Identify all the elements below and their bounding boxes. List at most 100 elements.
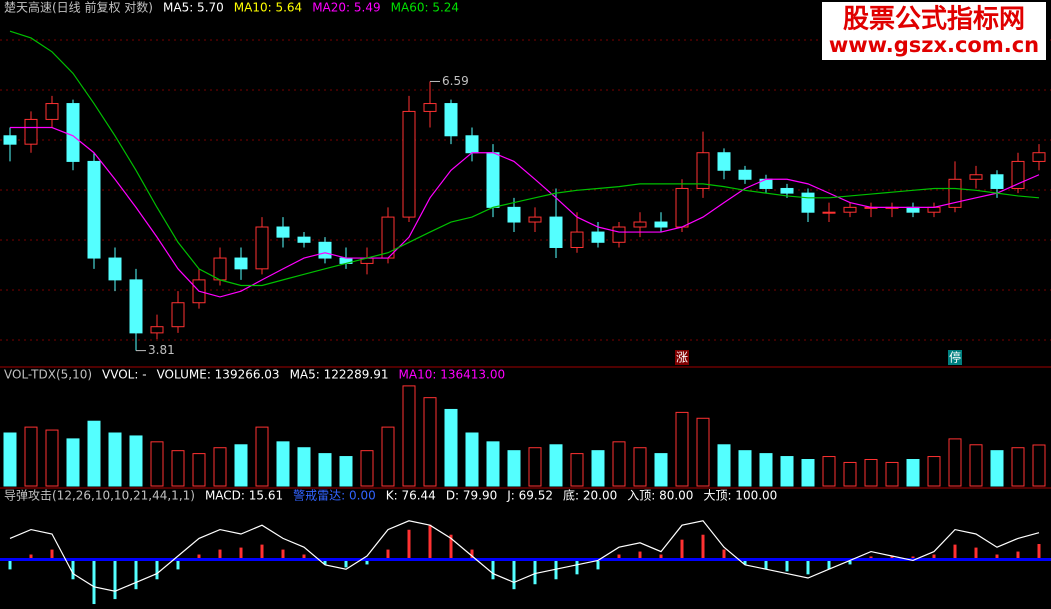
volume-bar <box>822 456 836 487</box>
panel-title: VOL-TDX(5,10) <box>4 368 92 382</box>
candle-body <box>297 236 311 243</box>
volume-bar <box>171 450 185 487</box>
candle-body <box>444 103 458 137</box>
volume-bar <box>528 447 542 487</box>
candle-body <box>549 216 563 248</box>
candle-body <box>801 192 815 213</box>
candle-body <box>675 187 689 228</box>
volume-bar <box>318 453 332 487</box>
volume-bar <box>66 438 80 487</box>
candle-body <box>66 103 80 162</box>
macd-bar <box>449 534 453 560</box>
candle-body <box>1032 152 1046 162</box>
candle-body <box>24 118 38 145</box>
candle-body <box>255 226 269 270</box>
candle-body <box>927 206 941 213</box>
legend-item: D: 79.90 <box>446 489 497 503</box>
candle-body <box>318 241 332 259</box>
candle-body <box>234 257 248 270</box>
macd-bar <box>386 549 390 560</box>
ma-line <box>9 520 1040 592</box>
volume-bar <box>885 461 899 487</box>
volume-bar <box>948 438 962 487</box>
candle-body <box>822 211 836 214</box>
volume-bar <box>255 426 269 487</box>
candle-body <box>1011 160 1025 189</box>
volume-bar <box>549 444 563 487</box>
macd-bar <box>743 559 747 565</box>
macd-bar <box>596 559 600 570</box>
volume-bar <box>297 447 311 487</box>
macd-bar <box>134 559 138 590</box>
marker: 涨 <box>676 350 688 365</box>
macd-bar <box>428 524 432 560</box>
candle-body <box>171 302 185 328</box>
volume-bar <box>864 459 878 487</box>
volume-bar <box>507 450 521 487</box>
volume-bar <box>381 426 395 487</box>
volume-bar <box>192 453 206 487</box>
volume-bar <box>465 432 479 487</box>
candle-body <box>402 110 416 218</box>
legend-item: MA20: 5.49 <box>312 1 380 15</box>
panel-frames <box>0 366 1051 489</box>
candle-body <box>276 226 290 238</box>
macd-bar <box>848 559 852 565</box>
volume-bar <box>675 411 689 487</box>
volume-bar <box>654 453 668 487</box>
macd-bar <box>323 559 327 565</box>
macd-bar <box>50 549 54 560</box>
volume-bar <box>612 441 626 487</box>
macd-bar <box>953 544 957 560</box>
marker-box <box>675 350 689 365</box>
legend-item: 入顶: 80.00 <box>627 489 693 503</box>
legend-item: K: 76.44 <box>386 489 436 503</box>
candle-body <box>696 152 710 189</box>
candle-body <box>87 160 101 259</box>
volume-bar <box>990 450 1004 487</box>
annotation: 6.59 <box>442 74 469 88</box>
legend-item: J: 69.52 <box>506 489 553 503</box>
macd-bar <box>491 559 495 580</box>
macd-bar <box>302 554 306 560</box>
marker: 停 <box>949 350 961 365</box>
candle-body <box>738 169 752 180</box>
volume-bar <box>339 456 353 487</box>
candle-body <box>108 257 122 281</box>
macd-bar <box>533 559 537 585</box>
watermark-box <box>822 2 1046 60</box>
volume-bar <box>213 447 227 487</box>
volume-bar <box>801 459 815 487</box>
candle-body <box>486 152 500 208</box>
volume-bar <box>696 417 710 487</box>
macd-bar <box>197 554 201 560</box>
volume-bar <box>87 420 101 487</box>
volume-bar <box>129 435 143 487</box>
macd-bar <box>176 559 180 570</box>
ma-line <box>9 30 1040 287</box>
macd-bar <box>218 549 222 560</box>
volume-bar <box>738 450 752 487</box>
volume-bar <box>570 453 584 487</box>
macd-bar <box>932 554 936 560</box>
macd-bar <box>344 559 348 568</box>
macd-bar <box>638 551 642 560</box>
candle-body <box>3 135 17 145</box>
macd-bar <box>239 547 243 560</box>
candle-body <box>948 178 962 208</box>
volume-bar <box>1011 447 1025 487</box>
candle-body <box>381 216 395 259</box>
candle-body <box>843 206 857 213</box>
legend-item: MA10: 136413.00 <box>399 368 506 382</box>
macd-bar <box>113 559 117 600</box>
ma-line <box>10 126 1040 298</box>
volume-bar <box>843 461 857 487</box>
volume-bar <box>759 453 773 487</box>
macd-bar <box>470 549 474 560</box>
volume-bar <box>360 450 374 487</box>
candle-body <box>591 231 605 243</box>
macd-bar <box>575 559 579 575</box>
macd-bar <box>701 534 705 560</box>
